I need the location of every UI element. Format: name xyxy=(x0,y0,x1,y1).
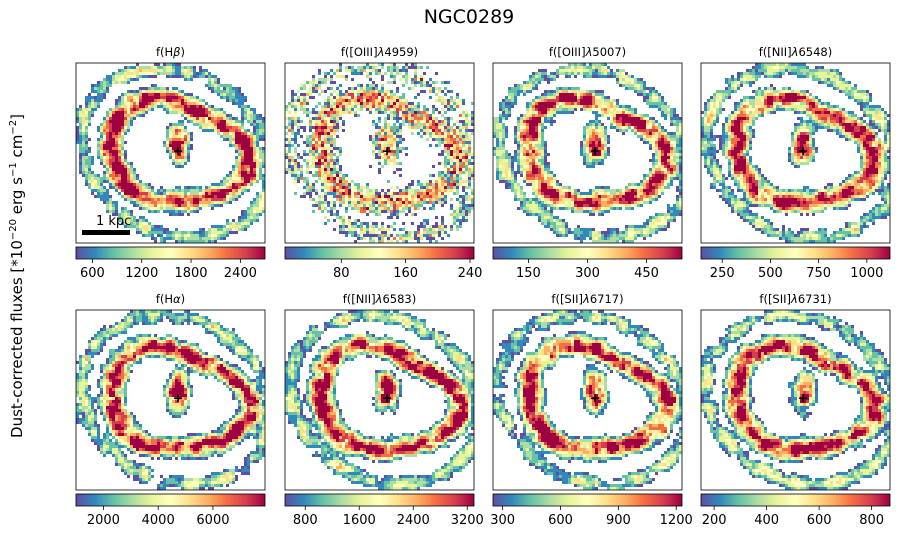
colorbar xyxy=(700,493,891,507)
nucleus-marker xyxy=(799,394,808,403)
panel-6: f([NII]λ6583) 800 1600 2400 3200 xyxy=(284,292,484,528)
panel-title: f([SII]λ6717) xyxy=(551,292,623,306)
colorbar-tick-label: 2000 xyxy=(87,513,120,528)
panel-7: f([SII]λ6717) 300 600 900 1200 xyxy=(490,292,693,528)
colorbar-tick-label: 250 xyxy=(710,266,735,281)
colorbar-tick-label: 600 xyxy=(80,266,105,281)
panel-8: f([SII]λ6731) 200 400 600 800 xyxy=(700,292,891,528)
panel-frame xyxy=(492,309,683,491)
colorbar xyxy=(700,246,891,260)
panel-frame xyxy=(75,309,266,491)
flux-map xyxy=(76,310,265,490)
colorbar-tick-label: 500 xyxy=(758,266,783,281)
panel-2: f([OIII]λ4959) 80 160 240 xyxy=(284,45,483,281)
panel-title: f([NII]λ6583) xyxy=(343,292,416,306)
scalebar-label: 1 kpc xyxy=(96,214,131,229)
figure-title: NGC0289 xyxy=(424,6,515,28)
colorbar-tick-label: 1600 xyxy=(343,513,376,528)
panel-frame xyxy=(75,62,266,244)
colorbar-tick-label: 900 xyxy=(606,513,631,528)
panel-1: f(Hβ) 1 kpc 600 1200 1800 2400 xyxy=(75,45,266,281)
colorbar-tick-label: 150 xyxy=(516,266,541,281)
colorbar-tick-label: 1000 xyxy=(850,266,883,281)
panel-3: f([OIII]λ5007) 150 300 450 xyxy=(492,45,683,281)
colorbar-tick-label: 4000 xyxy=(142,513,175,528)
nucleus-marker xyxy=(174,394,183,403)
colorbar-tick-label: 200 xyxy=(702,513,727,528)
panel-frame xyxy=(492,62,683,244)
colorbar-tick-label: 1200 xyxy=(660,513,693,528)
flux-map xyxy=(701,310,890,490)
colorbar xyxy=(492,493,683,507)
nucleus-marker xyxy=(174,147,183,156)
colorbar-tick-label: 600 xyxy=(807,513,832,528)
colorbar xyxy=(284,246,475,260)
colorbar xyxy=(492,246,683,260)
colorbar-tick-label: 2400 xyxy=(224,266,257,281)
flux-map xyxy=(493,63,682,243)
nucleus-marker xyxy=(383,147,392,156)
panel-4: f([NII]λ6548) 250 500 750 1000 xyxy=(700,45,891,281)
colorbar-tick-label: 300 xyxy=(490,513,515,528)
colorbar-tick-label: 160 xyxy=(393,266,418,281)
colorbar-tick-label: 6000 xyxy=(196,513,229,528)
flux-map xyxy=(493,310,682,490)
panel-title: f([SII]λ6731) xyxy=(759,292,831,306)
colorbar-tick-label: 240 xyxy=(458,266,483,281)
colorbar-tick-label: 80 xyxy=(333,266,350,281)
panel-title: f([OIII]λ5007) xyxy=(549,45,626,59)
nucleus-marker xyxy=(383,394,392,403)
colorbar-tick-label: 1200 xyxy=(125,266,158,281)
panel-5: f(Hα) 2000 4000 6000 xyxy=(75,292,266,528)
colorbar-tick-label: 800 xyxy=(859,513,884,528)
panel-title: f([NII]λ6548) xyxy=(759,45,832,59)
flux-map xyxy=(76,63,265,243)
colorbar-tick-label: 2400 xyxy=(397,513,430,528)
scalebar xyxy=(82,230,130,235)
panel-frame xyxy=(284,309,475,491)
colorbar-tick-label: 800 xyxy=(293,513,318,528)
colorbar-tick-label: 450 xyxy=(634,266,659,281)
panel-frame xyxy=(700,62,891,244)
colorbar xyxy=(75,493,266,507)
colorbar xyxy=(75,246,266,260)
panel-frame xyxy=(284,62,475,244)
colorbar-tick-label: 400 xyxy=(754,513,779,528)
nucleus-marker xyxy=(591,394,600,403)
panel-frame xyxy=(700,309,891,491)
nucleus-marker xyxy=(591,147,600,156)
colorbar-tick-label: 300 xyxy=(575,266,600,281)
panel-title: f([OIII]λ4959) xyxy=(341,45,418,59)
panel-title: f(Hα) xyxy=(156,292,185,306)
flux-map xyxy=(701,63,890,243)
nucleus-marker xyxy=(799,147,808,156)
colorbar xyxy=(284,493,475,507)
colorbar-tick-label: 750 xyxy=(806,266,831,281)
flux-map xyxy=(285,63,474,243)
colorbar-tick-label: 1800 xyxy=(174,266,207,281)
colorbar-tick-label: 3200 xyxy=(451,513,484,528)
panel-title: f(Hβ) xyxy=(156,45,185,59)
main-ylabel: Dust-corrected fluxes [*10−20 erg s−1 cm… xyxy=(8,114,26,438)
colorbar-tick-label: 600 xyxy=(548,513,573,528)
flux-map xyxy=(285,310,474,490)
